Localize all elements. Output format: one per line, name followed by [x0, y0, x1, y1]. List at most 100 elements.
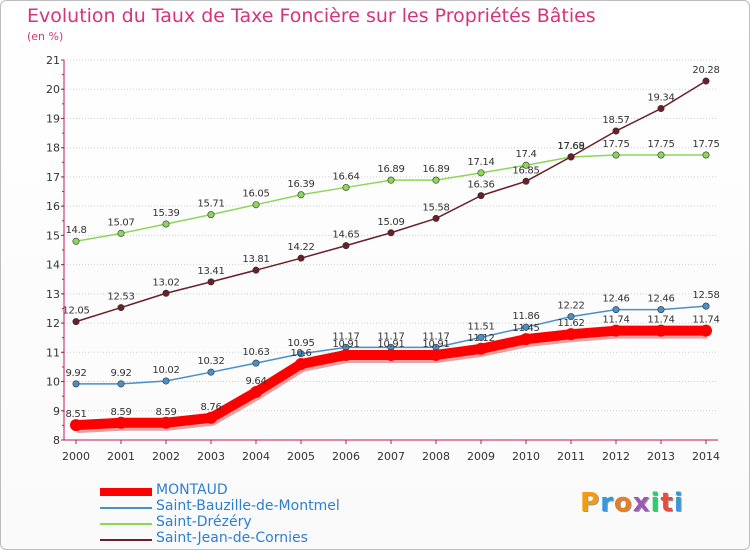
data-label: 13.81 — [242, 254, 269, 265]
unit-label: (en %) — [27, 30, 64, 43]
series-saint-dr-z-ry — [72, 151, 710, 245]
data-label: 9.92 — [110, 368, 131, 379]
data-point — [432, 214, 440, 222]
data-label: 13.41 — [197, 266, 224, 277]
logo-letter: o — [613, 488, 633, 518]
data-label: 15.71 — [197, 199, 224, 210]
data-point — [430, 348, 442, 361]
x-tick-label: 2006 — [332, 450, 360, 463]
data-point — [295, 358, 307, 370]
y-tick-label: 20 — [46, 83, 60, 96]
data-point — [207, 368, 215, 376]
data-point — [72, 318, 80, 326]
x-tick-label: 2002 — [152, 450, 180, 463]
y-tick-label: 13 — [46, 288, 60, 301]
data-label: 11.45 — [512, 323, 539, 334]
data-point — [612, 306, 620, 314]
data-label: 11.17 — [377, 331, 404, 342]
data-label: 12.53 — [107, 292, 134, 303]
data-label: 16.85 — [512, 165, 539, 176]
data-point — [385, 348, 397, 361]
y-tick-label: 10 — [46, 376, 60, 389]
axes: 8 9 10 11 12 13 14 15 16 17 18 19 20 21 2000 2001 2002 20… — [46, 54, 720, 463]
series-saint-jean-de-cornies — [72, 77, 710, 326]
x-tick-label: 2001 — [107, 450, 135, 463]
data-label: 11.17 — [422, 331, 449, 342]
data-point — [162, 289, 170, 297]
data-point — [520, 333, 532, 346]
data-label: 11.62 — [557, 318, 584, 329]
data-point — [160, 416, 172, 429]
data-label: 15.07 — [107, 217, 134, 228]
x-tick-label: 2004 — [242, 450, 270, 463]
data-point — [522, 323, 530, 331]
data-label: 15.09 — [377, 217, 404, 228]
data-label: 17.14 — [467, 157, 494, 168]
data-point — [612, 151, 620, 159]
legend-swatch — [100, 488, 152, 496]
data-point — [477, 192, 485, 200]
data-point — [252, 266, 260, 274]
data-point — [162, 377, 170, 385]
data-point — [522, 177, 530, 185]
data-label: 14.8 — [65, 225, 86, 236]
data-label: 12.22 — [557, 301, 584, 312]
data-label: 11.17 — [332, 331, 359, 342]
data-point — [297, 254, 305, 262]
data-label: 16.36 — [467, 180, 494, 191]
data-point — [702, 77, 710, 85]
data-point — [162, 220, 170, 228]
x-tick-label: 2003 — [197, 450, 225, 463]
data-point — [297, 191, 305, 199]
data-point — [117, 304, 125, 312]
data-label: 9.92 — [65, 368, 86, 379]
data-label: 16.64 — [332, 171, 359, 182]
x-tick-label: 2007 — [377, 450, 405, 463]
data-point — [702, 302, 710, 310]
line-chart: 8 9 10 11 12 13 14 15 16 17 18 19 20 21 2000 2001 2002 20… — [46, 54, 720, 463]
proxiti-logo: Proxiti — [580, 488, 684, 518]
data-label: 11.74 — [602, 315, 629, 326]
data-label: 8.51 — [65, 409, 86, 420]
data-point — [115, 416, 127, 429]
data-label: 16.39 — [287, 179, 314, 190]
legend-label: Saint-Bauzille-de-Montmel — [156, 498, 340, 514]
series-layer — [70, 77, 712, 434]
logo-letter: x — [632, 488, 651, 518]
data-label: 10.6 — [290, 348, 311, 359]
series-saint-bauzille-de-montmel — [72, 302, 710, 388]
chart-title: Evolution du Taux de Taxe Foncière sur l… — [27, 5, 596, 27]
data-label: 8.59 — [155, 407, 176, 418]
data-point — [205, 411, 217, 424]
x-tick-label: 2010 — [512, 450, 540, 463]
x-tick-label: 2000 — [62, 450, 90, 463]
legend-label: Saint-Jean-de-Cornies — [156, 530, 308, 546]
y-tick-label: 15 — [46, 229, 60, 242]
data-label: 12.05 — [62, 306, 89, 317]
logo-letter: r — [600, 488, 614, 518]
data-label: 17.68 — [557, 141, 584, 152]
data-label: 9.64 — [245, 376, 266, 387]
data-label: 10.32 — [197, 356, 224, 367]
data-point — [297, 350, 305, 358]
data-point — [475, 342, 487, 355]
data-label: 12.58 — [692, 290, 719, 301]
logo-letter: P — [580, 488, 601, 518]
data-label: 12.46 — [602, 294, 629, 305]
data-point — [477, 169, 485, 177]
data-point — [250, 386, 262, 399]
y-tick-label: 11 — [46, 346, 60, 359]
legend-swatch — [100, 507, 152, 509]
x-tick-label: 2013 — [647, 450, 675, 463]
x-tick-label: 2005 — [287, 450, 315, 463]
data-label: 17.4 — [515, 149, 536, 160]
data-point — [72, 380, 80, 388]
series-montaud — [70, 324, 712, 434]
data-label: 12.46 — [647, 294, 674, 305]
data-label: 14.22 — [287, 242, 314, 253]
data-label: 10.63 — [242, 347, 269, 358]
data-point — [117, 380, 125, 388]
data-point — [657, 105, 665, 113]
data-point — [477, 333, 485, 341]
